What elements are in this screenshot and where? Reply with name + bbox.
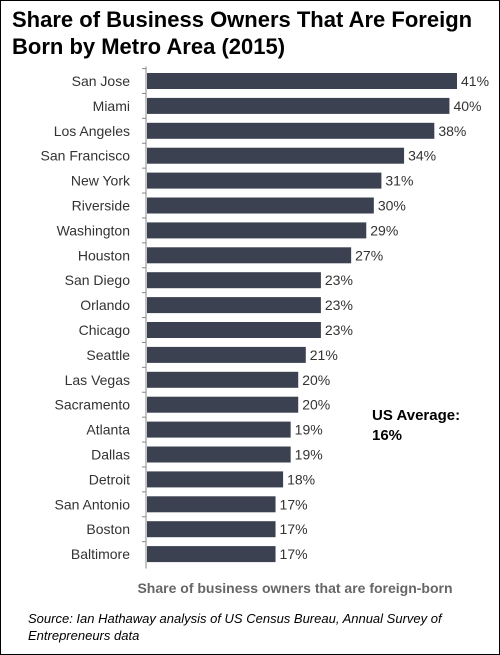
category-label: San Diego — [65, 272, 131, 288]
category-label: Miami — [93, 98, 130, 114]
category-label: Houston — [78, 247, 130, 263]
value-label: 20% — [302, 397, 330, 413]
category-label: New York — [71, 173, 131, 189]
value-label: 27% — [355, 247, 383, 263]
value-label: 19% — [295, 422, 323, 438]
value-label: 18% — [287, 471, 315, 487]
category-label: Los Angeles — [54, 123, 130, 139]
category-label: Detroit — [89, 471, 130, 487]
value-label: 34% — [408, 148, 436, 164]
value-label: 23% — [325, 272, 353, 288]
category-label: Sacramento — [55, 397, 131, 413]
bar-dallas — [147, 446, 291, 463]
category-label: San Antonio — [54, 496, 130, 512]
category-label: Riverside — [72, 198, 131, 214]
bar-las-vegas — [147, 371, 299, 388]
bar-baltimore — [147, 546, 276, 563]
category-label: Washington — [57, 222, 130, 238]
value-label: 23% — [325, 297, 353, 313]
x-axis-label: Share of business owners that are foreig… — [137, 580, 453, 596]
bar-seattle — [147, 346, 306, 363]
bar-los-angeles — [147, 122, 435, 139]
value-label: 21% — [310, 347, 338, 363]
category-label: Seattle — [86, 347, 130, 363]
category-label: Las Vegas — [65, 372, 130, 388]
bar-san-francisco — [147, 147, 405, 164]
bar-miami — [147, 97, 450, 114]
value-label: 20% — [302, 372, 330, 388]
category-label: Atlanta — [86, 422, 130, 438]
bar-riverside — [147, 197, 374, 214]
value-label: 23% — [325, 322, 353, 338]
category-label: Orlando — [80, 297, 130, 313]
category-label: Boston — [86, 521, 130, 537]
bar-orlando — [147, 297, 321, 314]
category-label: San Francisco — [41, 148, 131, 164]
value-label: 30% — [378, 198, 406, 214]
bar-san-jose — [147, 73, 457, 89]
value-label: 17% — [280, 546, 308, 562]
value-label: 41% — [461, 73, 489, 89]
bar-boston — [147, 521, 276, 538]
value-label: 17% — [280, 521, 308, 537]
bar-sacramento — [147, 396, 299, 413]
value-label: 38% — [438, 123, 466, 139]
bar-new-york — [147, 172, 382, 189]
bar-detroit — [147, 471, 284, 488]
chart-title: Share of Business Owners That Are Foreig… — [12, 7, 473, 59]
bar-washington — [147, 222, 367, 239]
category-label: Baltimore — [71, 546, 130, 562]
value-label: 17% — [280, 496, 308, 512]
us-average-value: 16% — [372, 427, 403, 444]
bar-san-diego — [147, 272, 321, 289]
source-note: Source: Ian Hathaway analysis of US Cens… — [28, 611, 442, 643]
bar-chicago — [147, 322, 321, 338]
value-label: 31% — [385, 173, 413, 189]
category-label: Chicago — [79, 322, 131, 338]
category-label: San Jose — [72, 73, 131, 89]
value-label: 40% — [453, 98, 481, 114]
bar-san-antonio — [147, 496, 276, 513]
us-average-annotation: US Average: 16% — [372, 406, 460, 446]
bar-chart: San Jose 41% Miami 40% Los Angeles 38% San Fra… — [41, 66, 489, 569]
value-label: 19% — [295, 447, 323, 463]
value-label: 29% — [370, 222, 398, 238]
bar-houston — [147, 247, 352, 264]
bar-atlanta — [147, 421, 291, 438]
category-label: Dallas — [91, 447, 130, 463]
us-average-label: US Average: — [372, 407, 461, 424]
